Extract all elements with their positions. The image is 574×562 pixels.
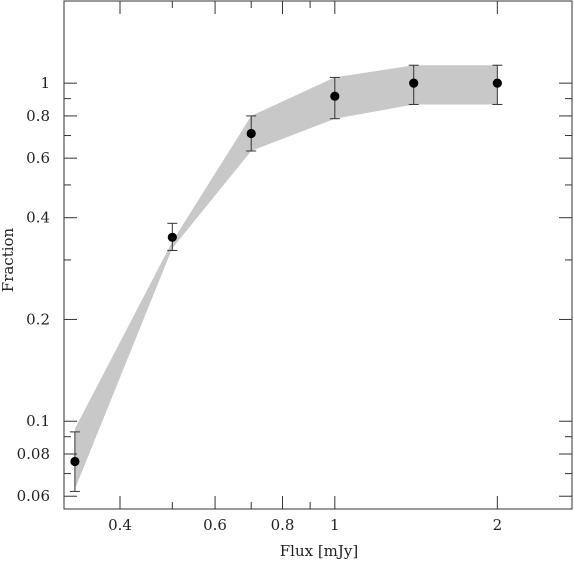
y-tick-label: 0.06 (17, 487, 50, 505)
data-point (409, 78, 419, 88)
plot-frame (63, 0, 573, 510)
y-tick-label: 0.8 (26, 107, 50, 125)
uncertainty-band (74, 65, 498, 490)
tick-labels-layer: 0.4 0.6 0.8 1 2 0.06 0.08 0.1 0.2 0.4 0.6 0.8 1 (17, 74, 503, 534)
data-point (246, 128, 256, 139)
y-tick-label: 0.1 (26, 412, 50, 430)
x-tick-label: 0.8 (271, 516, 295, 534)
uncertainty-band-layer (74, 65, 498, 490)
y-tick-label: 0.2 (26, 310, 50, 328)
data-point (167, 232, 177, 242)
y-tick-label: 0.08 (17, 445, 50, 463)
y-axis-title: Fraction (0, 227, 17, 292)
data-point (330, 91, 340, 101)
x-axis-title: Flux [mJy] (280, 542, 359, 560)
x-tick-label: 2 (493, 516, 503, 534)
x-tick-label: 0.6 (203, 516, 227, 534)
axis-ticks (64, 1, 572, 509)
y-tick-label: 1 (40, 74, 50, 92)
x-tick-label: 0.4 (108, 516, 132, 534)
x-tick-label: 1 (330, 516, 340, 534)
y-tick-label: 0.6 (26, 149, 50, 167)
plot-border (63, 0, 573, 510)
data-point (70, 456, 80, 467)
data-points-layer (70, 78, 502, 467)
data-point (492, 78, 502, 88)
y-tick-label: 0.4 (26, 209, 50, 227)
